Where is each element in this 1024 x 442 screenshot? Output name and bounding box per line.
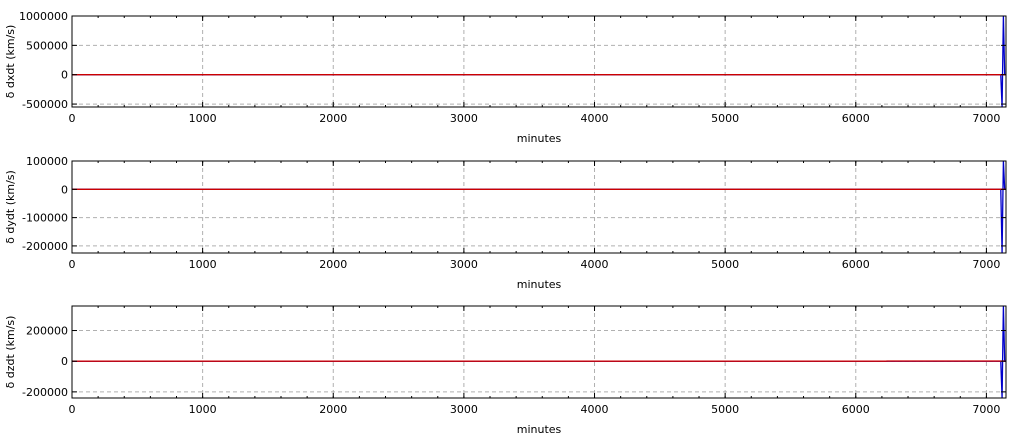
x-tick-label: 0 [69,112,76,125]
y-tick-label: -200000 [22,386,68,399]
x-tick-label: 6000 [842,112,870,125]
x-tick-label: 1000 [189,112,217,125]
y-tick-label: 100000 [26,155,68,168]
x-axis-label: minutes [517,278,562,291]
series-line-1 [72,305,1006,399]
x-tick-label: 5000 [711,258,739,271]
x-tick-label: 1000 [189,403,217,416]
plot-frame [71,305,1007,399]
x-tick-label: 1000 [189,258,217,271]
y-tick-label: 500000 [26,39,68,52]
x-tick-label: 0 [69,403,76,416]
plot-frame [71,160,1007,254]
y-tick-label: 0 [61,69,68,82]
x-tick-label: 2000 [319,112,347,125]
x-tick-label: 7000 [972,403,1000,416]
x-tick-label: 3000 [450,112,478,125]
y-axis-label: δ dzdt (km/s) [4,316,17,389]
x-tick-label: 7000 [972,258,1000,271]
series-line-1 [72,15,1006,108]
x-tick-label: 4000 [581,112,609,125]
y-axis-label: δ dydt (km/s) [4,170,17,244]
y-tick-label: -500000 [22,98,68,111]
y-tick-label: 200000 [26,325,68,338]
x-tick-label: 7000 [972,112,1000,125]
y-tick-label: -100000 [22,212,68,225]
x-axis-label: minutes [517,132,562,145]
x-tick-label: 2000 [319,258,347,271]
y-tick-label: -200000 [22,240,68,253]
x-tick-label: 4000 [581,403,609,416]
x-tick-label: 0 [69,258,76,271]
x-axis-label: minutes [517,423,562,436]
plot-frame [71,15,1007,108]
x-tick-label: 2000 [319,403,347,416]
x-tick-label: 6000 [842,403,870,416]
x-tick-label: 3000 [450,258,478,271]
x-tick-label: 5000 [711,112,739,125]
y-tick-label: 1000000 [19,10,68,23]
y-tick-label: 0 [61,355,68,368]
y-axis-label: δ dxdt (km/s) [4,25,17,99]
x-tick-label: 4000 [581,258,609,271]
x-tick-label: 6000 [842,258,870,271]
y-tick-label: 0 [61,183,68,196]
series-line-1 [72,160,1006,254]
chart-panel-3: 0 1000 2000 3000 4000 5000 6000 7000-2000000200… [4,305,1007,436]
chart-panel-1: 0 1000 2000 3000 4000 5000 6000 7000-5000000500… [4,10,1007,145]
x-tick-label: 5000 [711,403,739,416]
x-tick-label: 3000 [450,403,478,416]
chart-panel-2: 0 1000 2000 3000 4000 5000 6000 7000 -200000 -100… [4,155,1007,291]
